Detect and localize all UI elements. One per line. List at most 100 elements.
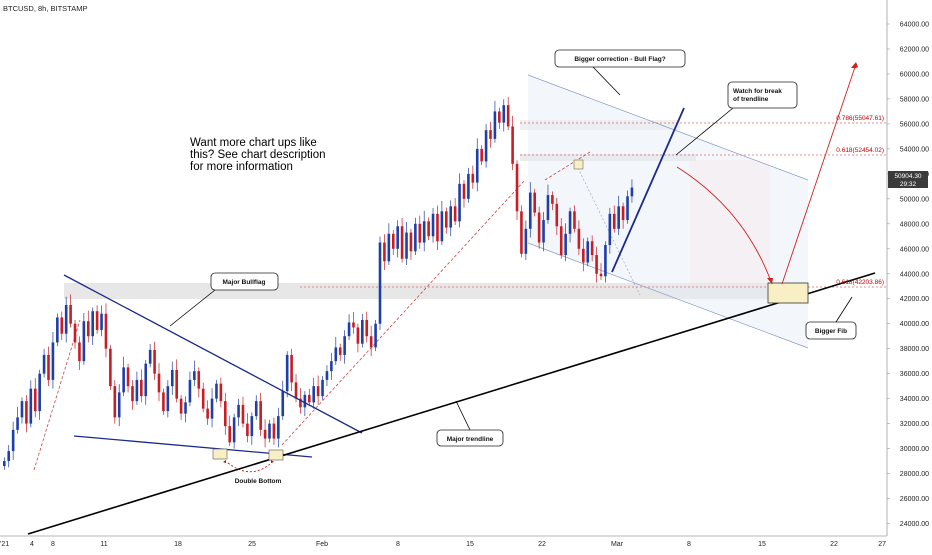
fib-connector-1 xyxy=(33,319,81,471)
price-tick-label: 44000.00 xyxy=(900,271,929,278)
candle-body xyxy=(617,206,620,229)
candle-body xyxy=(480,148,483,162)
price-tick-label: 60000.00 xyxy=(900,71,929,78)
candle-body xyxy=(608,213,612,246)
candle-body xyxy=(378,242,382,324)
headline-line-1: Want more chart ups like xyxy=(190,137,317,149)
fib-connector-3 xyxy=(544,151,591,181)
callout-leader-bigger-fib xyxy=(835,296,853,323)
candle-body xyxy=(184,402,187,414)
price-tick-label: 54000.00 xyxy=(900,146,929,153)
candle-body xyxy=(555,203,559,227)
callout-watch-break-line2: of trendline xyxy=(733,96,769,103)
time-tick-label: 27 xyxy=(878,541,886,548)
time-tick-label: 22 xyxy=(538,541,546,548)
candle-body xyxy=(73,323,77,343)
fib-618-label: 0.618(52454.02) xyxy=(836,147,884,154)
candle-body xyxy=(259,401,262,430)
time-tick-label: '21 xyxy=(0,541,9,548)
double-bottom-label: Double Bottom xyxy=(235,478,282,485)
candle-body xyxy=(316,386,320,397)
candle-body xyxy=(131,386,134,402)
candle-body xyxy=(241,404,245,424)
candle-body xyxy=(542,220,545,243)
candle-body xyxy=(418,223,422,243)
candle-body xyxy=(312,386,315,403)
callout-bull-flag-question[interactable]: Bigger correction - Bull Flag? xyxy=(554,49,686,68)
candle-body xyxy=(78,342,81,362)
candle-body xyxy=(179,398,183,414)
callout-major-trendline[interactable]: Major trendline xyxy=(436,429,504,447)
callout-major-bullflag-text: Major Bullflag xyxy=(223,279,266,286)
fib-connector-4 xyxy=(577,167,641,296)
price-tick-label: 58000.00 xyxy=(900,96,929,103)
candle-body xyxy=(604,245,607,277)
candle-body xyxy=(232,417,236,443)
candle-body xyxy=(338,347,342,355)
candle-body xyxy=(69,304,72,324)
candle-body xyxy=(515,163,519,212)
time-tick-label: 8 xyxy=(396,541,400,548)
callout-watch-break[interactable]: Watch for break of trendline xyxy=(727,81,798,109)
candle-body xyxy=(188,379,192,403)
candle-body xyxy=(321,379,324,397)
candle-body xyxy=(299,398,302,408)
candle-body xyxy=(193,371,196,380)
time-tick-label: 4 xyxy=(30,541,34,548)
candle-body xyxy=(347,322,351,337)
candle-body xyxy=(449,206,453,228)
candle-body xyxy=(422,221,426,243)
candle-body xyxy=(568,211,572,234)
callout-bigger-fib[interactable]: Bigger Fib xyxy=(805,321,857,340)
price-tick-label: 62000.00 xyxy=(900,46,929,53)
bullflag-upper-line xyxy=(63,274,363,434)
candle-body xyxy=(303,394,307,408)
candle-body xyxy=(475,148,479,183)
candle-body xyxy=(42,354,46,374)
time-tick-label: Mar xyxy=(611,541,624,548)
candle-body xyxy=(290,354,293,383)
candle-body xyxy=(612,213,616,229)
callout-major-bullflag[interactable]: Major Bullflag xyxy=(210,272,279,291)
price-tick-label: 46000.00 xyxy=(900,246,929,253)
candle-body xyxy=(595,255,598,274)
candle-body xyxy=(546,195,550,221)
candle-body xyxy=(117,392,121,418)
candle-body xyxy=(224,401,227,427)
candle-body xyxy=(60,317,64,334)
candle-body xyxy=(272,423,276,439)
projection-arrow-up-head xyxy=(851,62,858,68)
price-tick-label: 56000.00 xyxy=(900,121,929,128)
bull-flag-channel-fill xyxy=(528,75,808,348)
price-tick-label: 38000.00 xyxy=(900,346,929,353)
candle-body xyxy=(246,423,249,437)
candle-body xyxy=(237,404,240,418)
price-tick-label: 26000.00 xyxy=(900,496,929,503)
candle-body xyxy=(573,211,576,229)
high-marker xyxy=(573,159,584,170)
candle-body xyxy=(51,342,55,380)
candle-body xyxy=(64,304,68,334)
candle-body xyxy=(268,423,271,439)
price-tick-label: 32000.00 xyxy=(900,421,929,428)
candle-body xyxy=(56,317,59,343)
last-price-tag: 50904.30 29:32 xyxy=(888,171,928,188)
price-tick-label: 40000.00 xyxy=(900,321,929,328)
candle-body xyxy=(528,192,532,229)
candle-body xyxy=(140,379,143,397)
watch-trendline xyxy=(611,107,685,273)
candle-body xyxy=(91,311,94,337)
candle-body xyxy=(334,347,338,362)
projection-arrow-up xyxy=(781,63,857,285)
time-axis[interactable]: '21 4 8 11 18 25 Feb 8 15 22 Mar 8 15 22 27 xyxy=(0,541,886,548)
candle-body xyxy=(453,206,457,222)
candle-body xyxy=(551,195,554,204)
candle-body xyxy=(20,401,24,418)
candle-body xyxy=(577,228,581,249)
candle-body xyxy=(396,226,399,249)
candle-body xyxy=(135,379,139,402)
candle-body xyxy=(436,213,439,242)
projection-arrow-down-head xyxy=(767,278,773,284)
time-tick-label: Feb xyxy=(316,541,328,548)
